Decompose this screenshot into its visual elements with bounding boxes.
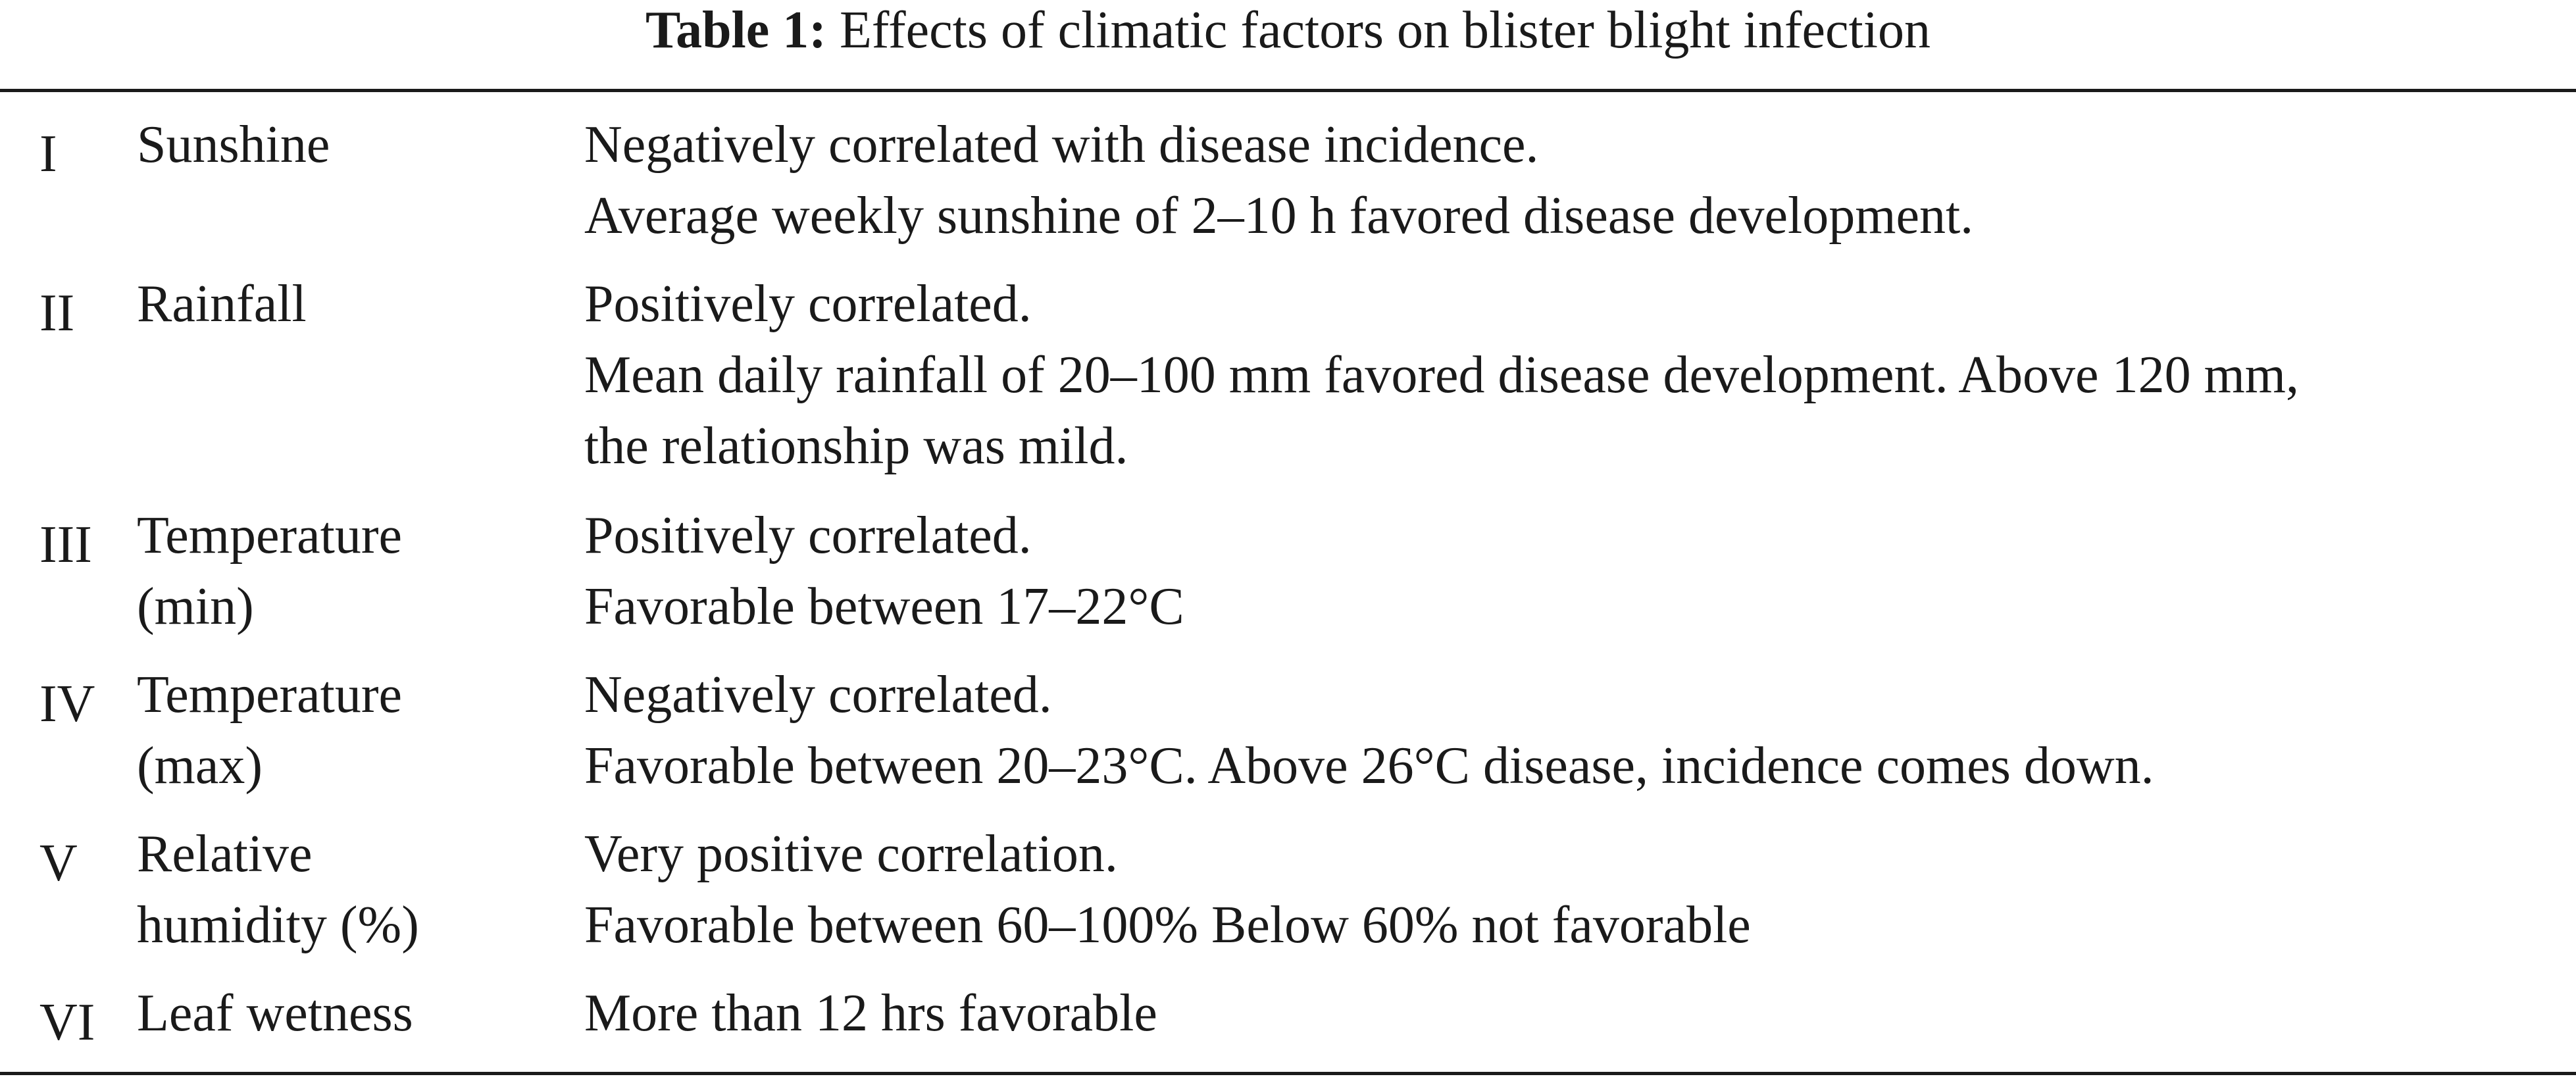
row-number: IV (39, 675, 95, 733)
caption-label: Table 1: (645, 1, 826, 59)
row-description: Positively correlated. Mean daily rainfa… (584, 275, 2300, 475)
table-caption: Table 1: Effects of climatic factors on … (0, 0, 2576, 72)
row-description: Positively correlated. Favorable between… (584, 507, 1184, 636)
row-factor: Temperature (min) (137, 507, 403, 636)
row-factor: Rainfall (137, 275, 307, 333)
row-factor: Sunshine (137, 116, 330, 174)
row-factor: Temperature (max) (137, 666, 403, 795)
caption-title: Effects of climatic factors on blister b… (839, 1, 1931, 59)
row-description: Negatively correlated. Favorable between… (584, 666, 2154, 795)
row-number: III (39, 516, 92, 574)
row-number: I (39, 125, 57, 183)
row-number: V (39, 834, 78, 892)
row-number: VI (39, 994, 95, 1051)
row-number: II (39, 284, 75, 342)
row-factor: Leaf wetness (137, 984, 413, 1042)
table-bottom-rule (0, 1072, 2576, 1075)
table-top-rule (0, 89, 2576, 92)
row-description: Very positive correlation. Favorable bet… (584, 825, 1751, 954)
row-description: Negatively correlated with disease incid… (584, 116, 1974, 245)
row-factor: Relative humidity (%) (137, 825, 419, 954)
row-description: More than 12 hrs favorable (584, 984, 1157, 1042)
